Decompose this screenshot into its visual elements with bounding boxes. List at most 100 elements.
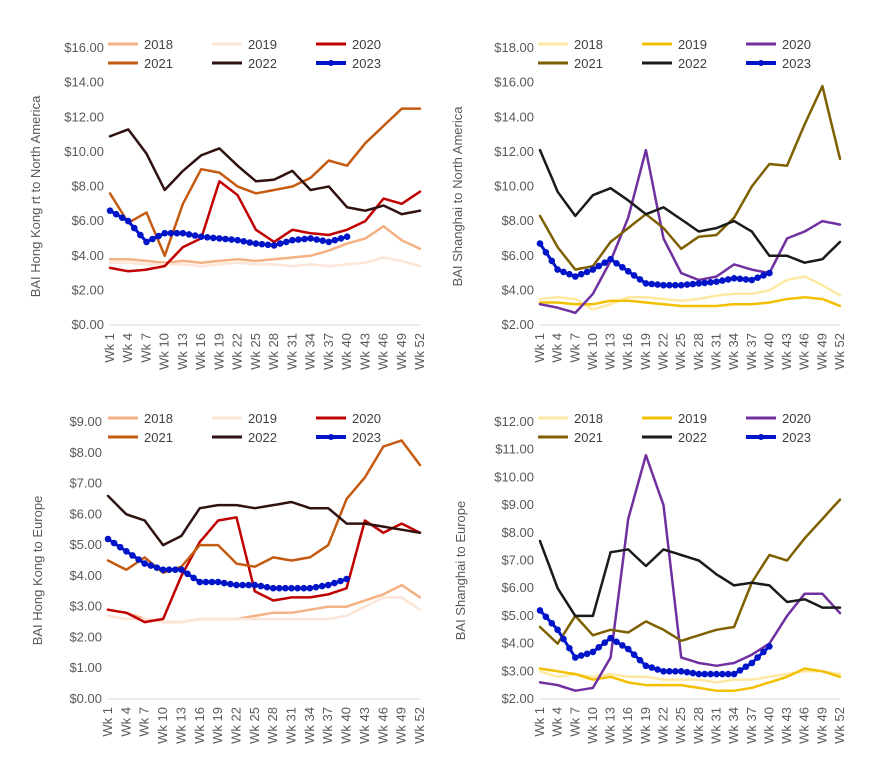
data-point-2023 xyxy=(172,566,179,573)
data-point-2023 xyxy=(683,668,691,676)
data-point-2023 xyxy=(343,575,350,583)
data-point-2023 xyxy=(660,281,667,289)
data-point-2023 xyxy=(672,668,679,675)
x-tick-label: Wk 46 xyxy=(797,707,812,744)
y-tick-label: $7.00 xyxy=(501,553,534,568)
series-2019 xyxy=(106,596,422,624)
series-2018 xyxy=(538,275,842,311)
legend-label: 2020 xyxy=(782,411,811,426)
data-point-2023 xyxy=(536,240,544,247)
data-point-2023 xyxy=(233,581,240,589)
series-2019 xyxy=(538,667,842,692)
data-point-2023 xyxy=(548,257,556,265)
data-point-2023 xyxy=(677,281,685,289)
data-point-2023 xyxy=(165,566,173,573)
y-tick-label: $8.00 xyxy=(69,445,102,460)
data-point-2023 xyxy=(131,224,138,232)
data-point-2023 xyxy=(252,240,260,247)
data-point-2023 xyxy=(112,210,120,218)
series-2020 xyxy=(108,180,422,273)
x-tick-label: Wk 49 xyxy=(394,333,409,370)
legend-label: 2023 xyxy=(782,430,811,445)
data-point-2023 xyxy=(595,262,603,270)
data-point-2023 xyxy=(118,214,126,221)
x-tick-label: Wk 1 xyxy=(532,707,547,737)
y-tick-label: $18.00 xyxy=(494,40,534,55)
legend-label: 2018 xyxy=(574,411,603,426)
data-point-2023 xyxy=(689,669,697,677)
data-point-2023 xyxy=(572,273,579,280)
x-tick-label: Wk 43 xyxy=(357,707,372,744)
data-point-2023 xyxy=(306,584,314,592)
y-tick-label: $8.00 xyxy=(501,525,534,540)
y-axis-title: BAI Shanghai to Europe xyxy=(453,501,468,641)
series-2020 xyxy=(538,148,842,315)
data-point-2023 xyxy=(173,229,181,237)
legend-entry-2023: 2023 xyxy=(746,56,811,71)
data-point-2023 xyxy=(572,654,579,661)
data-point-2023 xyxy=(264,241,272,249)
x-tick-label: Wk 28 xyxy=(691,333,706,370)
data-point-2023 xyxy=(129,552,136,559)
y-tick-label: $2.00 xyxy=(69,629,102,644)
legend-entry-2019: 2019 xyxy=(642,411,707,426)
series-2023 xyxy=(536,240,773,289)
data-point-2023 xyxy=(257,582,265,590)
y-tick-label: $11.00 xyxy=(495,442,534,457)
y-tick-label: $6.00 xyxy=(69,506,102,521)
data-point-2023 xyxy=(630,272,638,279)
x-tick-label: Wk 16 xyxy=(620,707,635,744)
series-2022 xyxy=(108,128,422,216)
data-point-2023 xyxy=(695,280,703,287)
x-tick-label: Wk 31 xyxy=(284,707,299,744)
series-2022 xyxy=(538,148,842,264)
data-point-2023 xyxy=(630,651,638,658)
data-point-2023 xyxy=(560,635,567,643)
x-tick-label: Wk 1 xyxy=(102,333,117,363)
y-tick-label: $10.00 xyxy=(494,469,534,484)
data-point-2023 xyxy=(719,670,726,678)
data-point-2023 xyxy=(216,235,223,242)
legend-entry-2020: 2020 xyxy=(316,37,381,52)
legend-entry-2021: 2021 xyxy=(538,56,603,71)
y-tick-label: $8.00 xyxy=(71,179,104,194)
series-line-2019 xyxy=(538,667,842,692)
series-line-2020 xyxy=(106,516,422,624)
y-tick-label: $14.00 xyxy=(64,75,104,90)
legend-label: 2019 xyxy=(248,411,277,426)
x-tick-label: Wk 37 xyxy=(744,707,759,744)
legend-entry-2019: 2019 xyxy=(212,411,277,426)
y-tick-label: $0.00 xyxy=(71,317,104,332)
data-point-2023 xyxy=(748,276,756,284)
legend-label: 2019 xyxy=(248,37,277,52)
x-tick-label: Wk 40 xyxy=(339,333,354,370)
legend-entry-2023: 2023 xyxy=(316,430,381,445)
x-tick-label: Wk 52 xyxy=(412,333,427,370)
legend-label: 2022 xyxy=(248,430,277,445)
y-tick-label: $0.00 xyxy=(69,691,102,706)
data-point-2023 xyxy=(577,270,585,278)
legend-entry-2019: 2019 xyxy=(642,37,707,52)
y-tick-label: $5.00 xyxy=(69,537,102,552)
x-tick-label: Wk 52 xyxy=(832,707,847,744)
data-point-2023 xyxy=(536,607,544,614)
data-point-2023 xyxy=(760,272,767,279)
data-point-2023 xyxy=(301,235,308,243)
y-tick-label: $12.00 xyxy=(494,144,534,159)
data-point-2023 xyxy=(222,235,229,243)
x-tick-label: Wk 43 xyxy=(779,333,794,370)
data-point-2023 xyxy=(240,238,247,245)
data-point-2023 xyxy=(295,236,302,243)
data-point-2023 xyxy=(724,276,732,283)
x-tick-label: Wk 22 xyxy=(656,333,671,370)
x-tick-label: Wk 40 xyxy=(761,333,776,370)
data-point-2023 xyxy=(159,566,167,573)
series-2018 xyxy=(108,225,422,264)
series-line-2020 xyxy=(538,453,842,692)
y-tick-label: $12.00 xyxy=(64,109,104,124)
data-point-2023 xyxy=(701,670,708,678)
data-point-2023 xyxy=(190,574,197,582)
data-point-2023 xyxy=(202,578,210,586)
series-line-2021 xyxy=(538,84,842,271)
